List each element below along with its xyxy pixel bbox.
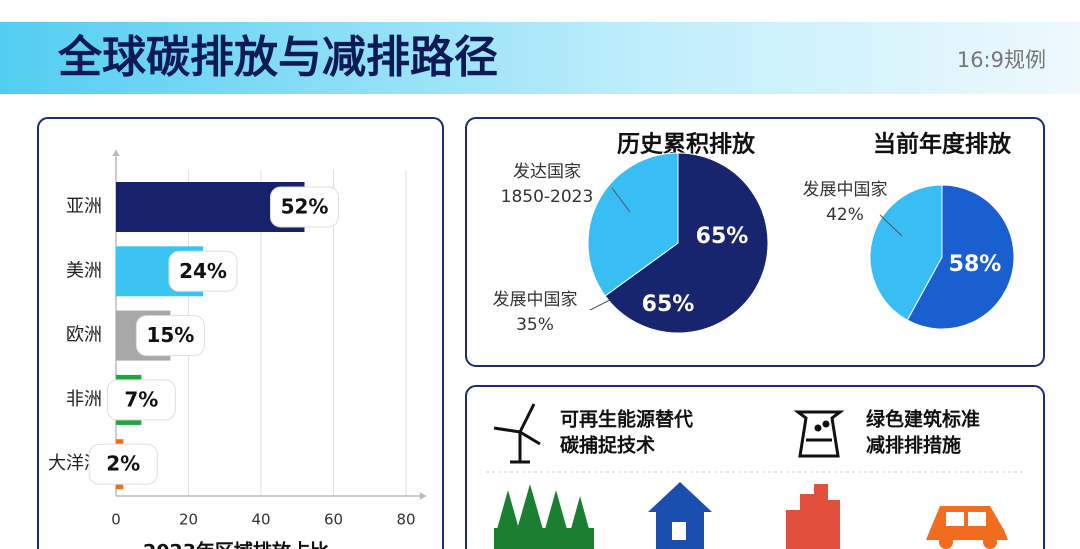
aspect-label: 16:9规例 — [957, 48, 1046, 72]
x-tick-label: 40 — [251, 511, 270, 529]
slice-value-label: 58% — [949, 252, 1002, 277]
measure-line: 绿色建筑标准 — [866, 408, 980, 431]
pie-slice — [906, 184, 1015, 330]
measure-line: 减排排措施 — [866, 434, 961, 457]
slice-category: 发展中国家 — [803, 180, 888, 200]
x-tick-label: 0 — [111, 511, 121, 529]
category-label: 大洋洲 — [48, 453, 102, 474]
category-label: 欧洲 — [66, 325, 102, 346]
measure-line: 碳捕捉技术 — [560, 434, 655, 457]
slice-value-label: 65% — [696, 224, 749, 249]
measure-line: 可再生能源替代 — [560, 408, 693, 431]
value-label: 2% — [106, 452, 140, 476]
pie-slice — [604, 152, 769, 334]
flask-icon — [793, 410, 845, 458]
forest-icon — [494, 484, 594, 549]
axis-arrow — [420, 492, 426, 500]
value-label-box — [168, 250, 238, 292]
leader-line — [611, 187, 631, 213]
axis-arrow — [112, 150, 120, 156]
header-band — [0, 22, 1080, 94]
house-icon — [648, 482, 712, 549]
value-label-box — [270, 186, 339, 228]
pie-title: 当前年度排放 — [873, 131, 1012, 158]
category-label: 美洲 — [66, 260, 102, 281]
value-label-box — [106, 379, 176, 421]
x-axis-title: 2023年区域排放占比 — [143, 540, 329, 549]
slice-category: 发达国家 — [513, 162, 581, 182]
slice-value-label: 35% — [516, 315, 554, 335]
pie-slice — [869, 184, 943, 321]
x-tick-label: 60 — [324, 511, 343, 529]
slice-category: 发展中国家 — [493, 290, 578, 310]
measures-panel — [465, 385, 1045, 549]
slice-value-label: 42% — [826, 205, 864, 225]
title: 全球碳排放与减排路径 — [57, 32, 498, 83]
value-label-box — [88, 443, 158, 485]
leader-line — [589, 299, 611, 311]
value-label-box — [135, 315, 205, 357]
value-label: 52% — [281, 195, 329, 219]
pie-slice — [587, 152, 679, 297]
category-label: 非洲 — [66, 389, 102, 410]
city-icon — [786, 484, 840, 549]
value-label: 24% — [179, 259, 227, 283]
x-tick-label: 80 — [396, 511, 415, 529]
pie-annotation: 1850-2023 — [501, 187, 594, 207]
category-label: 亚洲 — [66, 196, 102, 217]
value-label: 7% — [124, 387, 158, 411]
pie-annotation: 65% — [642, 292, 695, 317]
value-label: 15% — [146, 323, 194, 347]
wind-turbine-icon — [493, 403, 541, 464]
leader-line — [879, 214, 903, 237]
x-tick-label: 20 — [179, 511, 198, 529]
car-icon — [926, 506, 1008, 549]
